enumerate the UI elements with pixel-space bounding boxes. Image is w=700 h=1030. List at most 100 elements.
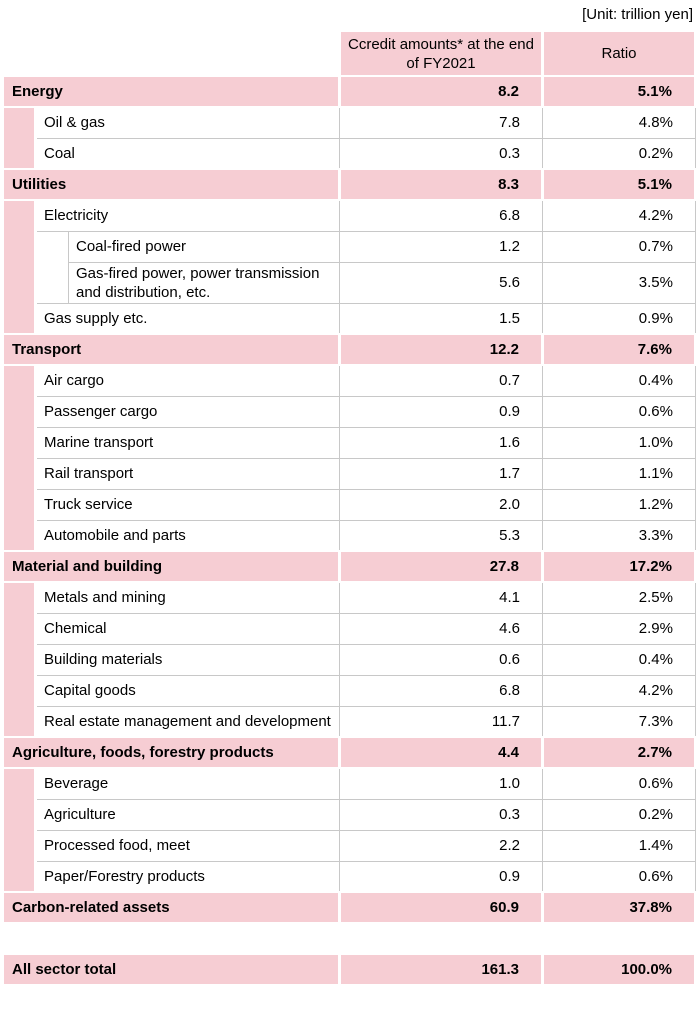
indent-cell [1,107,37,138]
table-row: Truck service 2.0 1.2% [1,488,696,521]
indent-cell [1,861,37,892]
amount-cell: 4.1 [339,581,543,614]
amount-cell: 2.0 [339,488,543,521]
ratio-cell: 0.2% [542,798,696,831]
indent-cell [1,458,37,489]
amount-cell: 4.6 [339,612,543,645]
indent-cell [1,365,37,396]
ratio-cell: 7.6% [541,333,697,366]
indent-cell [1,830,37,861]
indent-cell [1,799,37,830]
amount-cell: 8.2 [338,75,544,108]
subitem-label-cell: Coal-fired power [68,230,340,263]
amount-cell: 6.8 [339,674,543,707]
indent-cell [1,520,37,551]
item-label-cell: Gas supply etc. [35,302,340,335]
table-row: Processed food, meet 2.2 1.4% [1,829,696,862]
indent-cell [1,489,37,520]
amount-cell: 8.3 [338,168,544,201]
indent-cell [1,262,37,303]
item-label-cell: Beverage [35,767,340,800]
ratio-cell: 1.4% [542,829,696,862]
amount-cell: 6.8 [339,199,543,232]
ratio-cell: 2.9% [542,612,696,645]
indent-cell [1,303,37,334]
item-label-cell: Agriculture [35,798,340,831]
item-label-cell: Electricity [35,199,340,232]
indent-cell [1,706,37,737]
amount-cell: 27.8 [338,550,544,583]
ratio-cell: 4.2% [542,199,696,232]
table-row: Agriculture, foods, forestry products 4.4… [1,736,697,769]
item-label-cell: Building materials [35,643,340,676]
category-label-cell: Energy [1,75,341,108]
amount-cell: 60.9 [338,891,544,924]
ratio-cell: 4.2% [542,674,696,707]
item-label-cell: Processed food, meet [35,829,340,862]
credit-amounts-table: Ccredit amounts* at the end of FY2021 Ra… [1,30,697,986]
amount-cell: 0.3 [339,798,543,831]
indent-cell [1,582,37,613]
item-label-cell: Capital goods [35,674,340,707]
subitem-label-cell: Gas-fired power, power transmission and … [68,261,340,304]
table-row [1,922,697,955]
amount-cell: 0.7 [339,364,543,397]
table-row: Oil & gas 7.8 4.8% [1,106,696,139]
table-row: Rail transport 1.7 1.1% [1,457,696,490]
category-label-cell: Agriculture, foods, forestry products [1,736,341,769]
table-row: Carbon-related assets 60.9 37.8% [1,891,697,924]
header-row: Ccredit amounts* at the end of FY2021 Ra… [1,30,697,77]
amount-cell: 161.3 [338,953,544,986]
amount-cell: 7.8 [339,106,543,139]
category-label-cell: Transport [1,333,341,366]
amount-cell: 1.7 [339,457,543,490]
amount-cell: 11.7 [339,705,543,738]
table-row: Agriculture 0.3 0.2% [1,798,696,831]
item-label-cell: Truck service [35,488,340,521]
amount-cell: 0.6 [339,643,543,676]
table-row: Air cargo 0.7 0.4% [1,364,696,397]
amount-cell: 1.6 [339,426,543,459]
amount-cell: 0.3 [339,137,543,170]
table-row: Utilities 8.3 5.1% [1,168,697,201]
table-row: Energy 8.2 5.1% [1,75,697,108]
indent-cell [1,396,37,427]
amount-cell: 1.0 [339,767,543,800]
item-label-cell: Air cargo [35,364,340,397]
amount-cell: 1.5 [339,302,543,335]
item-label-cell: Metals and mining [35,581,340,614]
amount-cell: 4.4 [338,736,544,769]
indent-cell [1,644,37,675]
ratio-cell: 5.1% [541,168,697,201]
table-row: Real estate management and development 11… [1,705,696,738]
ratio-cell: 0.6% [542,767,696,800]
header-blank-cell [1,30,341,77]
ratio-cell: 2.7% [541,736,697,769]
spacer-cell [1,922,697,955]
item-label-cell: Real estate management and development [35,705,340,738]
ratio-cell: 3.5% [542,261,696,304]
item-label-cell: Automobile and parts [35,519,340,552]
indent-cell [1,138,37,169]
indent-cell [1,613,37,644]
indent-cell [1,427,37,458]
amount-cell: 0.9 [339,860,543,893]
ratio-cell: 1.2% [542,488,696,521]
item-label-cell: Paper/Forestry products [35,860,340,893]
amount-cell: 1.2 [339,230,543,263]
amount-cell: 5.3 [339,519,543,552]
ratio-cell: 1.0% [542,426,696,459]
subindent-cell [35,262,69,303]
item-label-cell: Passenger cargo [35,395,340,428]
table-row: Capital goods 6.8 4.2% [1,674,696,707]
ratio-cell: 2.5% [542,581,696,614]
indent-cell [1,675,37,706]
ratio-cell: 0.2% [542,137,696,170]
table-row: Passenger cargo 0.9 0.6% [1,395,696,428]
ratio-cell: 7.3% [542,705,696,738]
amount-cell: 0.9 [339,395,543,428]
table-row: All sector total 161.3 100.0% [1,953,697,986]
table-row: Coal 0.3 0.2% [1,137,696,170]
item-label-cell: Rail transport [35,457,340,490]
